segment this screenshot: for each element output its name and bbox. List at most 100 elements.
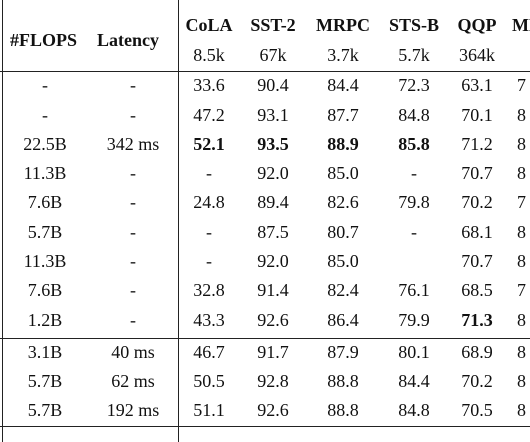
cell-score: 80.1 xyxy=(398,342,430,362)
cell-latency: 40 ms xyxy=(111,342,155,362)
cell-score: 7 xyxy=(517,280,526,300)
cell-score: 88.9 xyxy=(327,134,359,154)
cell-flops: 3.1B xyxy=(27,342,63,362)
cell-score: 47.2 xyxy=(193,105,225,125)
cell-flops: 5.7B xyxy=(27,222,63,242)
cell-score: 87.5 xyxy=(257,222,289,242)
cell-score: 87.7 xyxy=(327,105,359,125)
cell-score: 88.8 xyxy=(327,400,359,420)
cell-latency: - xyxy=(130,163,136,183)
header-size-qqp: 364k xyxy=(459,45,495,65)
cell-score: - xyxy=(206,251,212,271)
column-divider-latency xyxy=(178,0,179,442)
cell-flops: - xyxy=(42,75,48,95)
cell-score: 80.7 xyxy=(327,222,359,242)
cell-score: 70.5 xyxy=(461,400,493,420)
cell-score: 92.0 xyxy=(257,163,289,183)
cell-score: 63.1 xyxy=(461,75,493,95)
cell-score: 8 xyxy=(517,134,526,154)
cell-score: 68.9 xyxy=(461,342,493,362)
cell-score: 50.5 xyxy=(193,371,225,391)
cell-flops: 5.7B xyxy=(27,371,63,391)
cell-score: - xyxy=(411,163,417,183)
cell-flops: 7.6B xyxy=(27,280,63,300)
header-task-mnli: MN xyxy=(512,15,530,35)
header-size-sst2: 67k xyxy=(259,45,287,65)
cell-score: 89.4 xyxy=(257,192,289,212)
header-size-stsb: 5.7k xyxy=(398,45,430,65)
cell-score: 24.8 xyxy=(193,192,225,212)
cell-score: 92.6 xyxy=(257,310,289,330)
cell-latency: 62 ms xyxy=(111,371,155,391)
cell-score: 82.4 xyxy=(327,280,359,300)
header-task-cola: CoLA xyxy=(185,15,233,35)
cell-flops: 22.5B xyxy=(23,134,67,154)
header-flops: #FLOPS xyxy=(10,30,78,50)
header-task-mrpc: MRPC xyxy=(316,15,370,35)
header-task-stsb: STS-B xyxy=(388,15,440,35)
cell-latency: - xyxy=(130,75,136,95)
column-divider-flops xyxy=(2,0,3,442)
cell-score: 90.4 xyxy=(257,75,289,95)
cell-score: 91.7 xyxy=(257,342,289,362)
bottom-rule xyxy=(0,426,530,427)
cell-score: 92.0 xyxy=(257,251,289,271)
header-size-mrpc: 3.7k xyxy=(327,45,359,65)
cell-score: 93.5 xyxy=(257,134,289,154)
cell-score: 92.8 xyxy=(257,371,289,391)
cell-score: 84.8 xyxy=(398,105,430,125)
cell-score: 91.4 xyxy=(257,280,289,300)
cell-flops: 5.7B xyxy=(27,400,63,420)
cell-score: 33.6 xyxy=(193,75,225,95)
cell-latency: - xyxy=(130,192,136,212)
cell-score: 8 xyxy=(517,105,526,125)
cell-score: 71.3 xyxy=(461,310,493,330)
cell-flops: 11.3B xyxy=(23,163,67,183)
cell-score: - xyxy=(206,163,212,183)
cell-score: 43.3 xyxy=(193,310,225,330)
cell-score: 84.4 xyxy=(327,75,359,95)
cell-latency: - xyxy=(130,310,136,330)
cell-score: 51.1 xyxy=(193,400,225,420)
cell-score: 8 xyxy=(517,342,526,362)
cell-score: 72.3 xyxy=(398,75,430,95)
cell-score: 8 xyxy=(517,371,526,391)
cell-score: 46.7 xyxy=(193,342,225,362)
cell-score: 8 xyxy=(517,400,526,420)
header-task-qqp: QQP xyxy=(457,15,497,35)
cell-latency: 342 ms xyxy=(106,134,160,154)
cell-flops: 11.3B xyxy=(23,251,67,271)
cell-score: 92.6 xyxy=(257,400,289,420)
cell-score: 85.0 xyxy=(327,163,359,183)
cell-score: 52.1 xyxy=(193,134,225,154)
cell-latency: 192 ms xyxy=(106,400,160,420)
cell-score: 8 xyxy=(517,310,526,330)
group-rule xyxy=(0,338,530,339)
cell-score: 71.2 xyxy=(461,134,493,154)
cell-score: 70.2 xyxy=(461,192,493,212)
cell-score: 88.8 xyxy=(327,371,359,391)
cell-score: 8 xyxy=(517,251,526,271)
cell-score: 70.1 xyxy=(461,105,493,125)
cell-score: - xyxy=(206,222,212,242)
cell-score: 85.8 xyxy=(398,134,430,154)
cell-latency: - xyxy=(130,105,136,125)
cell-score: 8 xyxy=(517,163,526,183)
cell-score: - xyxy=(411,222,417,242)
cell-score: 86.4 xyxy=(327,310,359,330)
cell-score: 85.0 xyxy=(327,251,359,271)
header-latency: Latency xyxy=(97,30,159,50)
cell-score: 82.6 xyxy=(327,192,359,212)
cell-score: 76.1 xyxy=(398,280,430,300)
header-task-sst2: SST-2 xyxy=(250,15,296,35)
header-size-cola: 8.5k xyxy=(193,45,225,65)
cell-latency: - xyxy=(130,222,136,242)
cell-score: 7 xyxy=(517,75,526,95)
cell-score: 7 xyxy=(517,192,526,212)
cell-latency: - xyxy=(130,251,136,271)
cell-score: 87.9 xyxy=(327,342,359,362)
cell-flops: 1.2B xyxy=(27,310,63,330)
cell-flops: - xyxy=(42,105,48,125)
cell-score: 79.8 xyxy=(398,192,430,212)
